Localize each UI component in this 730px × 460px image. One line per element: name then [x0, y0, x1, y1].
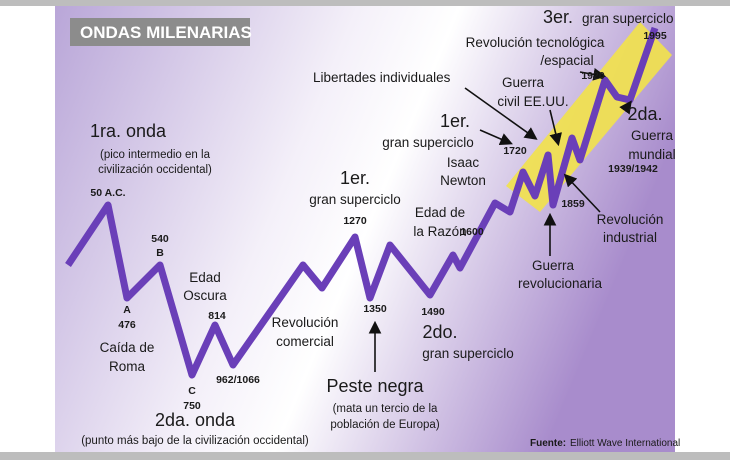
- annotation: 1720: [503, 145, 527, 157]
- annotation: la Razón: [413, 224, 466, 239]
- arrow: [549, 109, 562, 147]
- labels: 1ra. onda (pico intermedio en la civilizac…: [81, 7, 675, 447]
- annotation: A: [123, 304, 131, 316]
- annotation: 1995: [643, 30, 667, 42]
- annotation: Caída de: [100, 340, 155, 355]
- annotation: Peste negra: [326, 376, 424, 396]
- annotation: Newton: [440, 173, 486, 188]
- annotation: 476: [118, 319, 136, 331]
- arrows: [368, 68, 632, 372]
- annotation: Libertades individuales: [313, 70, 451, 85]
- annotation: Revolución tecnológica: [466, 35, 605, 50]
- arrow: [464, 87, 538, 140]
- annotation: 1350: [363, 303, 387, 315]
- annotation: 1859: [561, 198, 585, 210]
- annotation: Roma: [109, 359, 146, 374]
- annotation: 1er.: [440, 111, 470, 131]
- annotation: 1920: [581, 70, 605, 82]
- source-label: Fuente:: [530, 438, 566, 449]
- title: ONDAS MILENARIAS: [80, 23, 252, 42]
- annotation: civil EE.UU.: [497, 94, 568, 109]
- annotation: Edad de: [415, 205, 465, 220]
- annotation: 1ra. onda: [90, 121, 167, 141]
- annotation: revolucionaria: [518, 276, 603, 291]
- bottom-strip: [0, 452, 730, 460]
- annotation: mundial: [628, 147, 675, 162]
- arrow: [579, 68, 607, 81]
- annotation: 1939/1942: [608, 163, 658, 175]
- source-text: Elliott Wave International: [570, 438, 680, 449]
- annotation: comercial: [276, 334, 334, 349]
- annotation: 2da. onda: [155, 410, 236, 430]
- annotation: población de Europa): [330, 419, 439, 431]
- annotation: Guerra: [631, 128, 674, 143]
- annotation: 50 A.C.: [90, 187, 125, 199]
- annotation: gran superciclo: [309, 192, 401, 207]
- annotation: B: [156, 247, 164, 259]
- annotation: Guerra: [532, 258, 575, 273]
- annotation: C: [188, 385, 196, 397]
- arrow: [563, 173, 601, 213]
- annotation: 1490: [421, 306, 445, 318]
- annotation: Edad: [189, 270, 221, 285]
- annotation: (mata un tercio de la: [333, 403, 438, 415]
- background: [55, 6, 675, 452]
- annotation: 1er.: [340, 168, 370, 188]
- annotation: civilización occidental): [98, 164, 212, 176]
- annotation: Guerra: [502, 75, 545, 90]
- annotation: Revolución: [272, 315, 339, 330]
- annotation: Oscura: [183, 288, 227, 303]
- annotation: 814: [208, 310, 226, 322]
- title-box: [70, 18, 250, 46]
- annotation: 750: [183, 400, 201, 412]
- annotation: 1600: [460, 226, 484, 238]
- annotation: gran superciclo: [382, 135, 474, 150]
- annotation: 540: [151, 233, 169, 245]
- annotation: /espacial: [540, 53, 593, 68]
- annotation: 3er.: [543, 7, 573, 27]
- arrow: [619, 100, 632, 115]
- annotation: 2do.: [422, 322, 457, 342]
- annotation: industrial: [603, 230, 657, 245]
- annotation: (punto más bajo de la civilización occid…: [81, 435, 309, 447]
- annotation: 1270: [343, 215, 367, 227]
- annotation: Isaac: [447, 155, 480, 170]
- annotation: Revolución: [597, 212, 664, 227]
- annotation: 2da.: [627, 104, 662, 124]
- annotation: gran superciclo: [582, 11, 674, 26]
- wave-line: [65, 26, 659, 379]
- annotation: (pico intermedio en la: [100, 149, 211, 161]
- annotation: 962/1066: [216, 374, 260, 386]
- arrow: [479, 129, 513, 146]
- top-strip: [0, 0, 730, 6]
- annotation: gran superciclo: [422, 346, 514, 361]
